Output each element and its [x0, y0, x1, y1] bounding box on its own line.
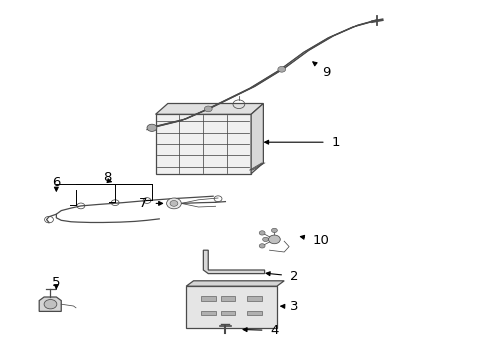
Polygon shape — [203, 250, 265, 274]
Polygon shape — [251, 104, 264, 174]
Polygon shape — [247, 296, 262, 301]
Polygon shape — [156, 114, 251, 174]
Polygon shape — [247, 311, 262, 315]
Text: 1: 1 — [265, 136, 340, 149]
Circle shape — [259, 244, 265, 248]
Polygon shape — [39, 297, 61, 311]
Polygon shape — [201, 296, 216, 301]
Polygon shape — [156, 104, 264, 114]
Text: 8: 8 — [103, 171, 112, 184]
Polygon shape — [186, 286, 277, 328]
Circle shape — [147, 124, 157, 131]
Circle shape — [271, 228, 277, 233]
Polygon shape — [201, 311, 216, 315]
Circle shape — [278, 66, 286, 72]
Polygon shape — [186, 281, 284, 286]
Text: 4: 4 — [243, 324, 279, 337]
Circle shape — [204, 106, 212, 112]
Circle shape — [44, 300, 57, 309]
Text: 3: 3 — [281, 300, 298, 313]
Polygon shape — [152, 20, 377, 128]
Text: 9: 9 — [313, 62, 330, 78]
Text: 10: 10 — [300, 234, 329, 247]
Text: 2: 2 — [266, 270, 298, 283]
Text: 7: 7 — [139, 197, 163, 210]
Circle shape — [167, 198, 181, 209]
Text: 5: 5 — [52, 276, 61, 289]
Circle shape — [170, 201, 178, 206]
Polygon shape — [220, 311, 235, 315]
Circle shape — [263, 237, 269, 242]
Circle shape — [259, 231, 265, 235]
Text: 6: 6 — [52, 176, 61, 189]
Polygon shape — [220, 296, 235, 301]
Circle shape — [269, 235, 280, 244]
